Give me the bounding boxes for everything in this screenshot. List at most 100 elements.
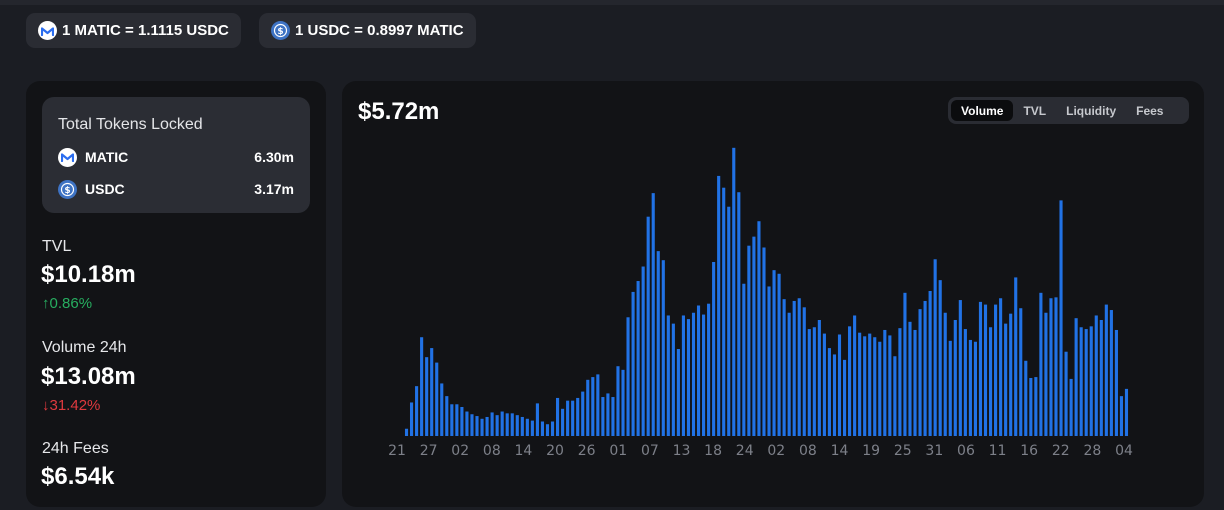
volume-bar[interactable] — [863, 336, 867, 436]
volume-bar[interactable] — [727, 206, 731, 436]
volume-bar[interactable] — [983, 304, 988, 436]
volume-bar[interactable] — [445, 396, 449, 437]
volume-bar[interactable] — [1074, 318, 1078, 436]
volume-bar[interactable] — [596, 374, 600, 437]
volume-bar[interactable] — [772, 270, 776, 436]
volume-bar[interactable] — [853, 315, 857, 436]
volume-bar[interactable] — [807, 329, 811, 436]
tab-fees[interactable]: Fees — [1136, 103, 1164, 118]
volume-bar[interactable] — [505, 413, 509, 436]
volume-bar[interactable] — [1029, 378, 1033, 436]
volume-bar[interactable] — [1039, 292, 1043, 436]
volume-bar[interactable] — [712, 262, 716, 436]
volume-bar[interactable] — [485, 416, 489, 436]
volume-bar[interactable] — [1079, 327, 1083, 436]
volume-bar[interactable] — [571, 400, 575, 436]
volume-bar[interactable] — [455, 404, 459, 436]
volume-bar[interactable] — [1084, 329, 1088, 436]
volume-bar[interactable] — [913, 329, 917, 436]
volume-bar[interactable] — [525, 418, 529, 436]
volume-bar[interactable] — [953, 320, 957, 436]
volume-bar[interactable] — [611, 397, 615, 436]
volume-bar-chart[interactable]: 21 27 02 08 14 20 26 01 07 13 18 24 02 08 14 19 25 31 06 11… — [342, 81, 1204, 507]
volume-bar[interactable] — [601, 397, 605, 436]
volume-bar[interactable] — [737, 192, 741, 436]
volume-bar[interactable] — [908, 321, 912, 436]
volume-bar[interactable] — [1124, 388, 1129, 437]
volume-bar[interactable] — [973, 341, 977, 436]
volume-bar[interactable] — [656, 251, 660, 437]
volume-bar[interactable] — [938, 280, 942, 437]
volume-bar[interactable] — [651, 193, 655, 437]
volume-bar[interactable] — [666, 315, 670, 436]
volume-bar[interactable] — [1044, 312, 1048, 436]
volume-bar[interactable] — [827, 348, 831, 436]
volume-bar[interactable] — [868, 333, 872, 436]
volume-bar[interactable] — [540, 421, 545, 437]
volume-bar[interactable] — [586, 379, 590, 436]
volume-bar[interactable] — [1089, 326, 1093, 436]
volume-bar[interactable] — [475, 416, 479, 436]
tab-liquidity[interactable]: Liquidity — [1066, 103, 1117, 118]
volume-bar[interactable] — [696, 305, 701, 437]
tab-volume[interactable]: Volume — [951, 100, 1014, 121]
volume-bar[interactable] — [873, 337, 877, 436]
volume-bar[interactable] — [1049, 298, 1053, 436]
volume-bar[interactable] — [858, 332, 862, 436]
volume-bar[interactable] — [1104, 304, 1108, 436]
volume-bar[interactable] — [842, 359, 847, 437]
volume-bar[interactable] — [717, 175, 721, 436]
volume-bar[interactable] — [440, 383, 444, 436]
volume-bar[interactable] — [480, 418, 484, 436]
volume-bar[interactable] — [1019, 308, 1023, 436]
volume-bar[interactable] — [520, 416, 524, 436]
tab-tvl[interactable]: TVL — [1023, 103, 1047, 118]
volume-bar[interactable] — [787, 312, 791, 436]
volume-bar[interactable] — [535, 403, 539, 437]
volume-bar[interactable] — [817, 320, 821, 436]
volume-bar[interactable] — [878, 341, 882, 436]
volume-bar[interactable] — [1024, 360, 1028, 436]
volume-bar[interactable] — [918, 309, 922, 437]
volume-bar[interactable] — [702, 314, 706, 436]
volume-bar[interactable] — [832, 354, 837, 436]
volume-bar[interactable] — [822, 333, 826, 436]
volume-bar[interactable] — [1009, 313, 1013, 436]
volume-bar[interactable] — [757, 221, 761, 436]
volume-bar[interactable] — [470, 414, 474, 436]
volume-bar[interactable] — [626, 317, 630, 436]
volume-bar[interactable] — [893, 356, 897, 436]
volume-bar[interactable] — [1064, 351, 1068, 436]
volume-bar[interactable] — [898, 328, 902, 436]
volume-bar[interactable] — [1114, 329, 1118, 436]
volume-bar[interactable] — [631, 291, 635, 436]
volume-bar[interactable] — [621, 369, 625, 436]
volume-bar[interactable] — [742, 283, 746, 436]
volume-bar[interactable] — [636, 281, 640, 436]
volume-bar[interactable] — [646, 216, 650, 436]
volume-bar[interactable] — [561, 408, 565, 436]
volume-bar[interactable] — [923, 300, 927, 436]
volume-bar[interactable] — [747, 245, 751, 436]
volume-bar[interactable] — [686, 319, 691, 436]
volume-bar[interactable] — [495, 415, 499, 436]
volume-bar[interactable] — [732, 147, 736, 436]
volume-bar[interactable] — [1094, 315, 1098, 436]
volume-bar[interactable] — [883, 329, 887, 436]
volume-bar[interactable] — [425, 357, 429, 436]
volume-bar[interactable] — [556, 397, 560, 436]
volume-bar[interactable] — [837, 334, 842, 437]
volume-bar[interactable] — [515, 415, 519, 436]
volume-bar[interactable] — [812, 327, 816, 436]
volume-bar[interactable] — [888, 335, 892, 436]
volume-bar[interactable] — [641, 266, 645, 436]
volume-bar[interactable] — [1004, 323, 1008, 437]
volume-bar[interactable] — [1109, 310, 1113, 436]
volume-bar[interactable] — [963, 329, 967, 436]
volume-bar[interactable] — [409, 402, 414, 436]
volume-bar[interactable] — [792, 300, 796, 436]
volume-bar[interactable] — [933, 259, 937, 436]
volume-bar[interactable] — [415, 386, 419, 436]
volume-bar[interactable] — [420, 337, 424, 436]
volume-bar[interactable] — [767, 286, 771, 436]
